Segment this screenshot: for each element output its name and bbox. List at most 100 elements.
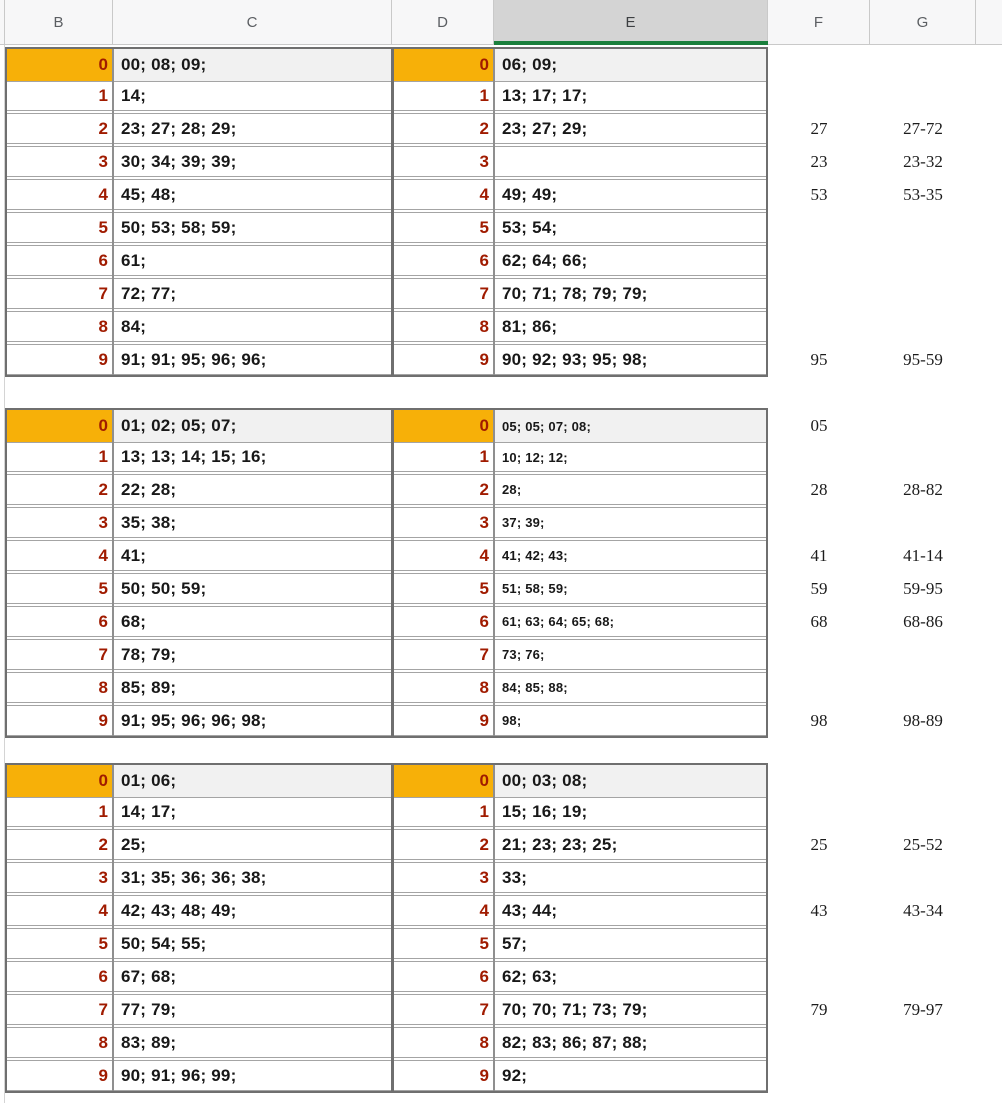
stem-cell-right[interactable]: 7 xyxy=(479,644,489,664)
stem-cell-right[interactable]: 5 xyxy=(479,933,489,953)
stem-cell-right[interactable]: 7 xyxy=(479,999,489,1019)
leaf-cell-right[interactable]: 13; 17; 17; xyxy=(502,86,588,105)
leaf-cell-right[interactable]: 61; 63; 64; 65; 68; xyxy=(502,614,615,629)
stem-cell-right[interactable]: 5 xyxy=(479,578,489,598)
leaf-cell-right[interactable]: 81; 86; xyxy=(502,316,558,336)
f-column-value[interactable]: 05 xyxy=(810,416,828,435)
stem-cell-left[interactable]: 5 xyxy=(98,933,108,953)
column-header-B[interactable]: B xyxy=(5,0,113,45)
f-column-value[interactable]: 79 xyxy=(810,999,828,1019)
stem-cell-left[interactable]: 8 xyxy=(98,1032,108,1052)
stem-cell-left[interactable]: 9 xyxy=(98,349,108,369)
leaf-cell-left[interactable]: 85; 89; xyxy=(121,677,177,697)
leaf-cell-right[interactable]: 98; xyxy=(502,713,522,728)
stem-cell-right[interactable]: 4 xyxy=(479,184,489,204)
leaf-cell-right[interactable]: 43; 44; xyxy=(502,900,558,920)
stem-cell-left[interactable]: 4 xyxy=(98,545,108,565)
leaf-cell-right[interactable] xyxy=(494,147,766,176)
stem-cell-right[interactable]: 2 xyxy=(479,118,489,138)
g-column-value[interactable]: 27-72 xyxy=(903,118,943,138)
leaf-cell-left[interactable]: 72; 77; xyxy=(121,283,177,303)
g-column-value[interactable]: 41-14 xyxy=(903,545,943,565)
g-column-value[interactable]: 23-32 xyxy=(903,151,943,171)
column-header-D[interactable]: D xyxy=(392,0,494,45)
leaf-cell-left[interactable]: 41; xyxy=(121,545,147,565)
stem-cell-right[interactable]: 1 xyxy=(479,447,489,466)
leaf-cell-left[interactable]: 22; 28; xyxy=(121,479,177,499)
leaf-cell-left[interactable]: 68; xyxy=(121,611,147,631)
g-column-value[interactable]: 68-86 xyxy=(903,611,943,631)
stem-cell-left[interactable]: 5 xyxy=(98,578,108,598)
stem-cell-left[interactable]: 7 xyxy=(98,283,108,303)
stem-cell-left[interactable]: 6 xyxy=(98,966,108,986)
stem-cell-right[interactable]: 6 xyxy=(479,250,489,270)
column-header-F[interactable]: F xyxy=(768,0,870,45)
stem-cell-right[interactable]: 4 xyxy=(479,900,489,920)
stem-cell-right[interactable]: 1 xyxy=(479,802,489,821)
stem-cell-left[interactable]: 8 xyxy=(98,316,108,336)
leaf-cell-right[interactable]: 21; 23; 23; 25; xyxy=(502,834,618,854)
stem-cell-right[interactable]: 4 xyxy=(479,545,489,565)
leaf-cell-left[interactable]: 35; 38; xyxy=(121,512,177,532)
leaf-cell-right[interactable]: 82; 83; 86; 87; 88; xyxy=(502,1032,648,1052)
stem-cell-right[interactable]: 3 xyxy=(479,867,489,887)
stem-cell-left[interactable]: 1 xyxy=(98,86,108,105)
g-column-value[interactable]: 98-89 xyxy=(903,710,943,730)
stem-cell-left[interactable]: 2 xyxy=(98,479,108,499)
leaf-cell-right[interactable]: 51; 58; 59; xyxy=(502,581,568,596)
leaf-cell-right[interactable]: 70; 71; 78; 79; 79; xyxy=(502,283,648,303)
stem-cell-left[interactable]: 3 xyxy=(98,151,108,171)
stem-cell-left[interactable]: 2 xyxy=(98,118,108,138)
g-column-value[interactable]: 59-95 xyxy=(903,578,943,598)
stem-cell-right[interactable]: 0 xyxy=(392,49,494,81)
stem-cell-left[interactable]: 0 xyxy=(7,49,113,81)
stem-cell-left[interactable]: 7 xyxy=(98,999,108,1019)
stem-cell-right[interactable]: 3 xyxy=(479,151,489,171)
stem-cell-left[interactable]: 3 xyxy=(98,512,108,532)
stem-cell-left[interactable]: 6 xyxy=(98,250,108,270)
leaf-cell-right[interactable]: 49; 49; xyxy=(502,184,558,204)
leaf-cell-left[interactable]: 61; xyxy=(121,250,147,270)
leaf-cell-right[interactable]: 37; 39; xyxy=(502,515,545,530)
stem-cell-left[interactable]: 5 xyxy=(98,217,108,237)
stem-cell-right[interactable]: 3 xyxy=(479,512,489,532)
f-column-value[interactable]: 43 xyxy=(810,900,828,920)
leaf-cell-right[interactable]: 90; 92; 93; 95; 98; xyxy=(502,349,648,369)
stem-cell-right[interactable]: 0 xyxy=(392,410,494,442)
leaf-cell-right[interactable]: 62; 63; xyxy=(502,966,558,986)
leaf-cell-left[interactable]: 13; 13; 14; 15; 16; xyxy=(121,447,267,466)
stem-cell-right[interactable]: 9 xyxy=(479,710,489,730)
leaf-cell-right[interactable]: 05; 05; 07; 08; xyxy=(502,418,591,434)
stem-cell-left[interactable]: 7 xyxy=(98,644,108,664)
f-column-value[interactable]: 68 xyxy=(810,611,828,631)
leaf-cell-left[interactable]: 01; 02; 05; 07; xyxy=(121,416,237,435)
stem-cell-right[interactable]: 8 xyxy=(479,677,489,697)
leaf-cell-left[interactable]: 23; 27; 28; 29; xyxy=(121,118,237,138)
leaf-cell-left[interactable]: 77; 79; xyxy=(121,999,177,1019)
stem-cell-left[interactable]: 6 xyxy=(98,611,108,631)
column-header-C[interactable]: C xyxy=(113,0,392,45)
f-column-value[interactable]: 25 xyxy=(810,834,828,854)
leaf-cell-left[interactable]: 67; 68; xyxy=(121,966,177,986)
leaf-cell-left[interactable]: 83; 89; xyxy=(121,1032,177,1052)
stem-cell-right[interactable]: 2 xyxy=(479,479,489,499)
stem-cell-left[interactable]: 9 xyxy=(98,1065,108,1085)
leaf-cell-right[interactable]: 15; 16; 19; xyxy=(502,802,588,821)
g-column-value[interactable]: 43-34 xyxy=(903,900,943,920)
stem-cell-left[interactable]: 0 xyxy=(7,410,113,442)
f-column-value[interactable]: 41 xyxy=(810,545,828,565)
leaf-cell-left[interactable]: 78; 79; xyxy=(121,644,177,664)
stem-cell-left[interactable]: 9 xyxy=(98,710,108,730)
stem-cell-left[interactable]: 4 xyxy=(98,184,108,204)
leaf-cell-right[interactable]: 70; 70; 71; 73; 79; xyxy=(502,999,648,1019)
stem-cell-right[interactable]: 2 xyxy=(479,834,489,854)
leaf-cell-left[interactable]: 01; 06; xyxy=(121,771,177,790)
leaf-cell-right[interactable]: 73; 76; xyxy=(502,647,545,662)
leaf-cell-left[interactable]: 90; 91; 96; 99; xyxy=(121,1065,237,1085)
leaf-cell-left[interactable]: 50; 53; 58; 59; xyxy=(121,217,237,237)
leaf-cell-left[interactable]: 91; 91; 95; 96; 96; xyxy=(121,349,267,369)
stem-cell-right[interactable]: 7 xyxy=(479,283,489,303)
stem-cell-left[interactable]: 8 xyxy=(98,677,108,697)
g-column-value[interactable]: 95-59 xyxy=(903,349,943,369)
stem-cell-right[interactable]: 6 xyxy=(479,611,489,631)
